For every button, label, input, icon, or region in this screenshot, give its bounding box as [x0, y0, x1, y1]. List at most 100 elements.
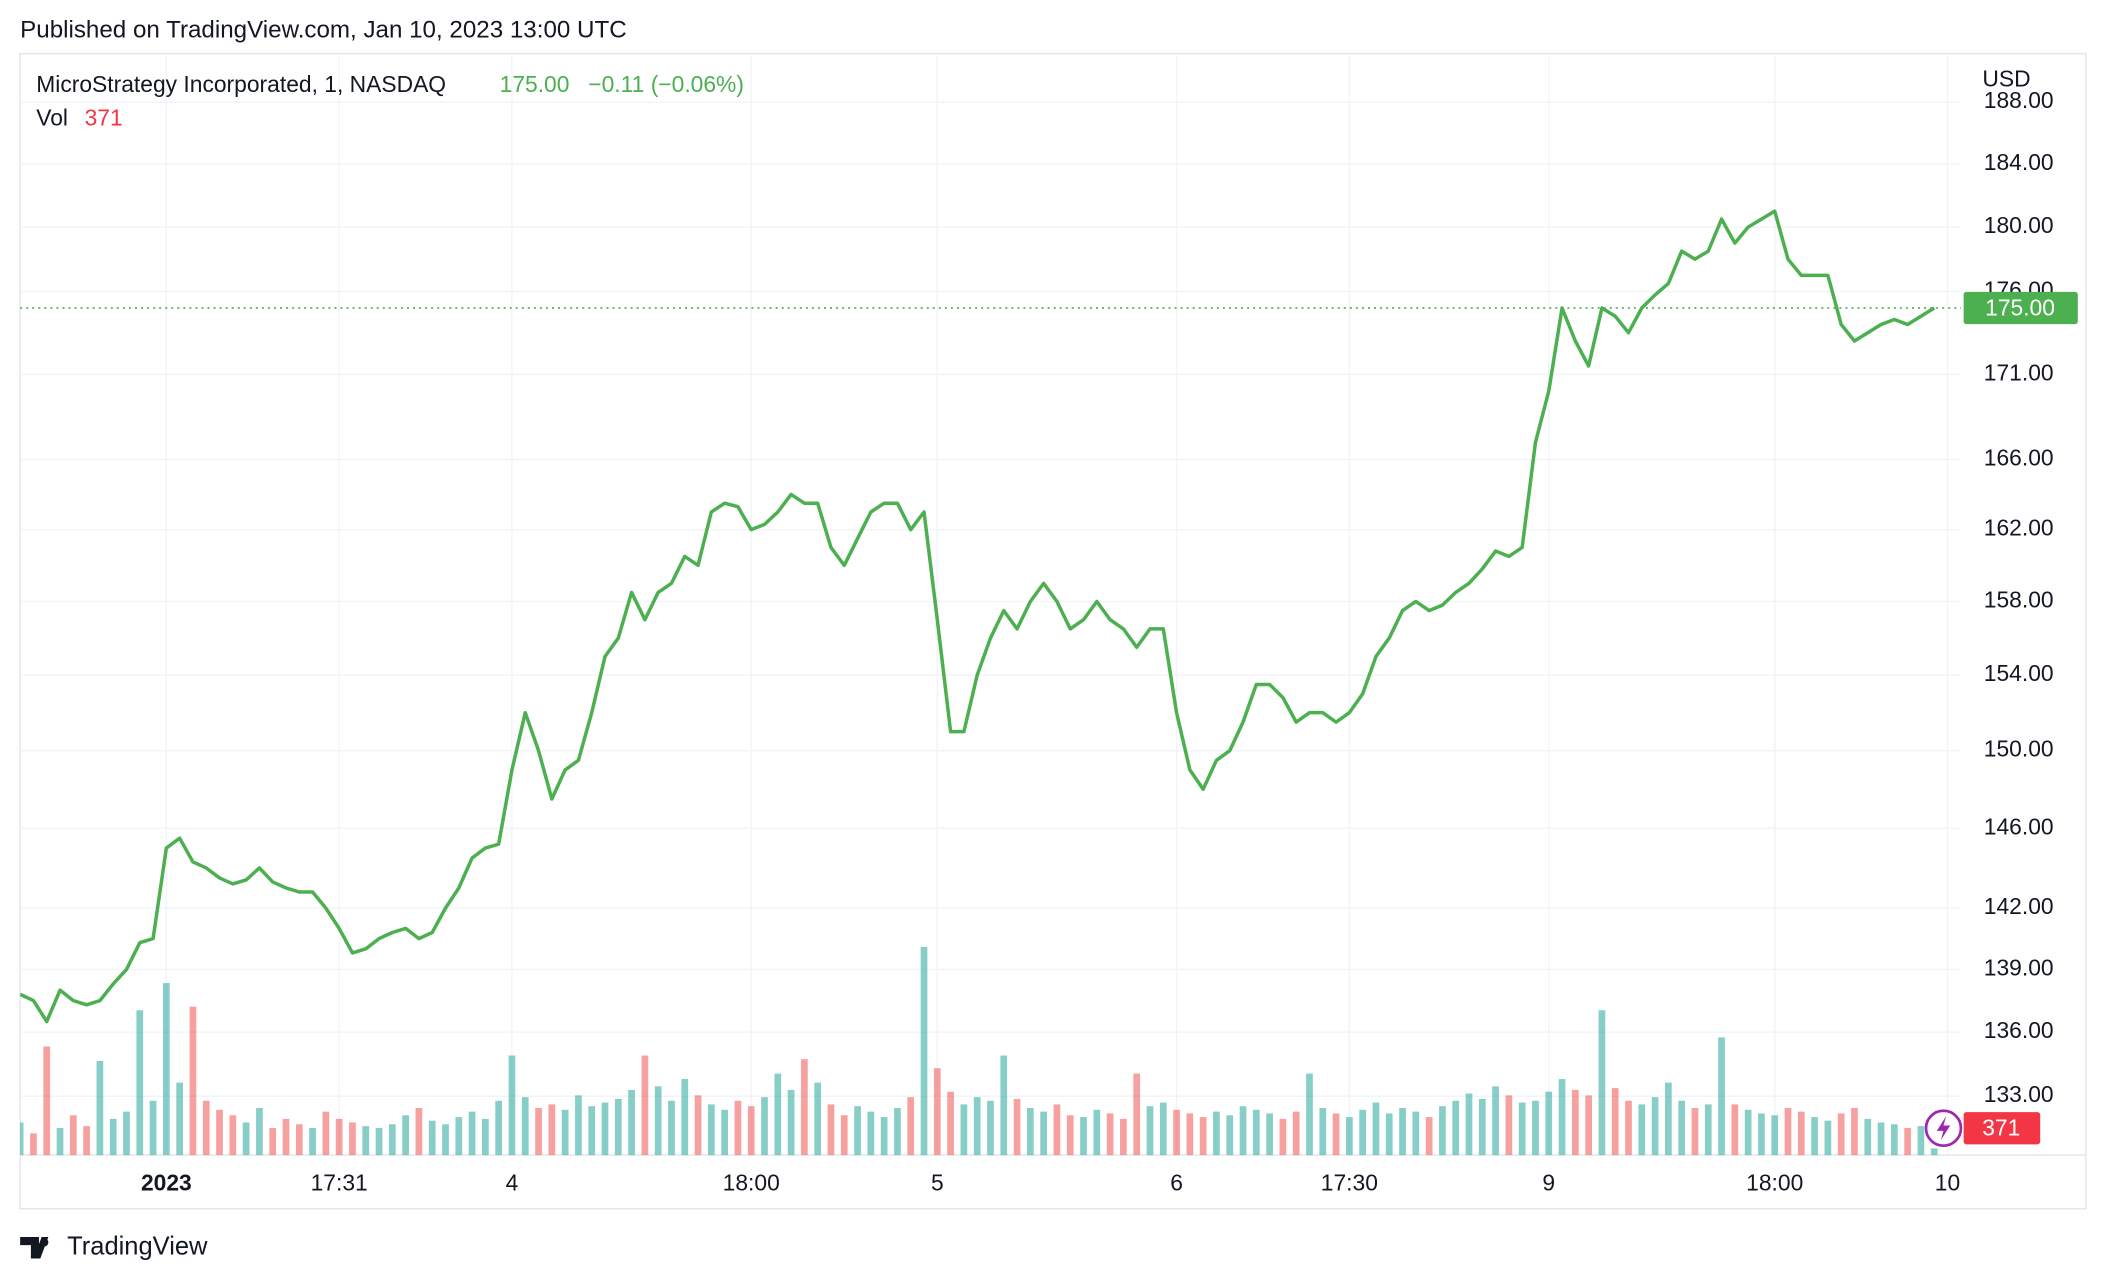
- volume-bar: [801, 1059, 808, 1156]
- volume-bar: [362, 1126, 370, 1156]
- volume-bar: [721, 1109, 728, 1156]
- volume-bar: [1306, 1073, 1313, 1156]
- x-tick-label: 4: [506, 1170, 519, 1196]
- volume-bar: [1465, 1093, 1473, 1156]
- volume-bar: [1000, 1055, 1008, 1156]
- last-volume-label: 371: [1982, 1115, 2020, 1141]
- volume-bar: [335, 1118, 343, 1156]
- volume-bar: [1837, 1113, 1845, 1156]
- volume-bar: [681, 1079, 689, 1156]
- volume-bar: [202, 1100, 210, 1156]
- volume-bar: [1199, 1117, 1207, 1156]
- volume-bar: [508, 1055, 516, 1156]
- volume-bar: [920, 946, 928, 1156]
- volume-bar: [1758, 1113, 1765, 1156]
- volume-bar: [56, 1127, 64, 1156]
- volume-bar: [1478, 1098, 1486, 1156]
- volume-bar: [1439, 1106, 1446, 1156]
- volume-bar: [96, 1060, 104, 1156]
- volume-bar: [1824, 1120, 1832, 1156]
- volume-bar: [1771, 1115, 1779, 1156]
- volume-bar: [1678, 1100, 1686, 1156]
- volume-bar: [1811, 1117, 1818, 1156]
- volume-bar: [880, 1117, 888, 1156]
- volume-bar: [482, 1118, 489, 1156]
- volume-bar: [933, 1068, 941, 1156]
- volume-bar: [402, 1115, 409, 1156]
- volume-bar: [1226, 1115, 1234, 1156]
- volume-bar: [1173, 1109, 1180, 1156]
- volume-bar: [109, 1118, 117, 1156]
- volume-bar: [1638, 1104, 1646, 1156]
- volume-bar: [1797, 1111, 1805, 1156]
- volume-bar: [1890, 1124, 1898, 1156]
- volume-bar: [1784, 1108, 1792, 1156]
- volume-bar: [787, 1089, 795, 1156]
- volume-bar: [1159, 1102, 1167, 1156]
- volume-bar: [521, 1097, 529, 1156]
- y-tick-label: 133.00: [1984, 1081, 2054, 1107]
- volume-bar: [1040, 1111, 1048, 1156]
- volume-bar: [960, 1104, 968, 1156]
- volume-bar: [1066, 1115, 1074, 1156]
- volume-bar: [1598, 1010, 1606, 1156]
- volume-bar: [176, 1082, 184, 1156]
- volume-bar: [1864, 1118, 1872, 1156]
- volume-bar: [1013, 1098, 1021, 1156]
- volume-value: 371: [85, 105, 123, 131]
- volume-bar: [1252, 1109, 1260, 1156]
- volume-bar: [282, 1118, 290, 1156]
- volume-bar: [1625, 1100, 1632, 1156]
- volume-bar: [1266, 1113, 1273, 1156]
- volume-bar: [1080, 1117, 1087, 1156]
- volume-bar: [1213, 1111, 1220, 1156]
- x-tick-label: 18:00: [1746, 1170, 1803, 1196]
- x-tick-label: 5: [931, 1170, 944, 1196]
- volume-bar: [189, 1006, 197, 1156]
- volume-bar: [1425, 1117, 1433, 1156]
- volume-bar: [1904, 1127, 1911, 1156]
- volume-bar: [428, 1120, 436, 1156]
- volume-bar: [375, 1127, 383, 1156]
- volume-bar: [575, 1095, 582, 1156]
- volume-bar: [774, 1073, 782, 1156]
- y-tick-label: 150.00: [1984, 736, 2054, 762]
- volume-bar: [1492, 1086, 1499, 1156]
- volume-bar: [987, 1100, 994, 1156]
- volume-bar: [614, 1098, 622, 1156]
- volume-bar: [1452, 1100, 1460, 1156]
- volume-bar: [854, 1106, 861, 1156]
- volume-bar: [1146, 1106, 1154, 1156]
- volume-bar: [628, 1089, 635, 1156]
- volume-bar: [734, 1100, 742, 1156]
- volume-bar: [1053, 1104, 1061, 1156]
- volume-label: Vol: [36, 105, 68, 131]
- volume-bar: [163, 983, 170, 1156]
- volume-bar: [947, 1091, 954, 1156]
- event-icon-bolt: [1936, 1116, 1951, 1141]
- volume-bar: [1106, 1113, 1114, 1156]
- volume-bar: [668, 1100, 675, 1156]
- volume-bar: [1665, 1082, 1672, 1156]
- volume-bar: [1532, 1100, 1539, 1156]
- volume-bar: [495, 1100, 503, 1156]
- volume-bar: [1651, 1097, 1659, 1156]
- volume-bar: [30, 1133, 37, 1156]
- volume-bar: [1744, 1109, 1752, 1156]
- volume-bar: [1133, 1073, 1141, 1156]
- volume-bar: [1718, 1037, 1725, 1156]
- volume-bar: [1558, 1079, 1566, 1156]
- y-tick-label: 188.00: [1984, 87, 2054, 113]
- x-tick-label: 17:30: [1321, 1170, 1378, 1196]
- y-tick-label: 166.00: [1984, 445, 2054, 471]
- legend-change: −0.11 (−0.06%): [588, 71, 744, 97]
- price-line: [20, 209, 1936, 1024]
- volume-bar: [1319, 1108, 1327, 1156]
- volume-bar: [442, 1124, 449, 1156]
- volume-bar: [1026, 1108, 1034, 1156]
- y-tick-label: 180.00: [1984, 212, 2054, 238]
- volume-bar: [242, 1122, 250, 1156]
- x-tick-label: 10: [1935, 1170, 1960, 1196]
- volume-bar: [295, 1124, 303, 1156]
